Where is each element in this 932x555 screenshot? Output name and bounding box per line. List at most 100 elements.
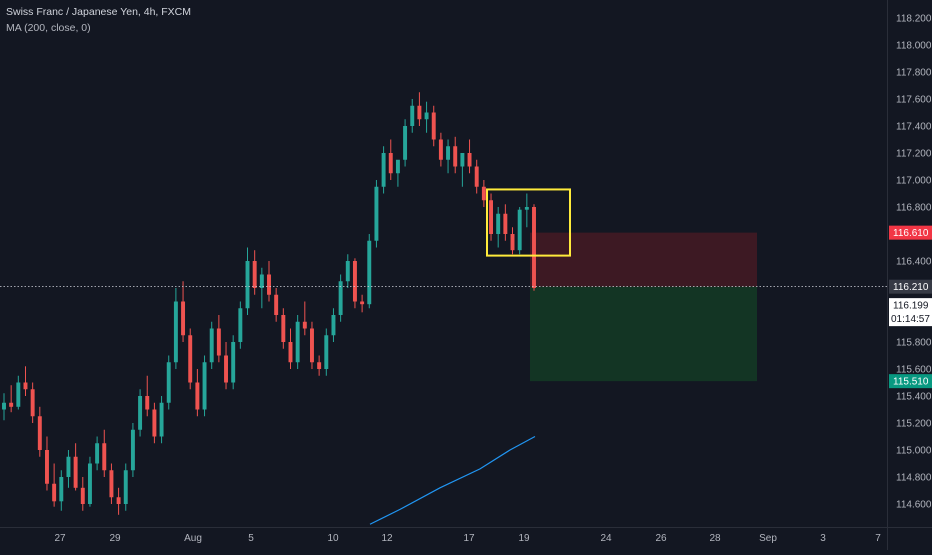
candle-body [345,261,350,282]
stop-level-label: 116.610 [893,228,929,239]
price-tick-label: 117.600 [896,95,932,106]
candle-body [30,389,35,417]
candle-body [37,416,42,450]
candle-body [467,153,472,167]
candle-body [453,146,458,167]
price-tick-label: 117.200 [896,149,932,160]
candle-body [216,328,221,356]
candle-body [195,382,200,410]
candle-body [524,207,529,210]
candle-body [166,362,171,403]
candle-body [317,362,322,369]
candle-body [410,105,415,126]
price-tick-label: 118.200 [896,14,932,25]
time-tick-label: 29 [109,533,121,544]
candle-body [374,186,379,241]
take-profit-zone [530,286,757,382]
candle-body [360,301,365,305]
stop-level-label-bg [889,225,932,240]
time-tick-label: 27 [54,533,66,544]
candle-body [532,207,536,288]
candle-body [138,396,143,430]
price-tick-label: 114.800 [896,473,932,484]
time-tick-label: 5 [248,533,254,544]
candle-body [231,342,236,383]
candle-body [109,470,114,498]
candle-body [188,335,193,383]
candle-body [202,362,207,410]
price-tick-label: 117.000 [896,176,932,187]
candle-body [503,213,508,234]
highlight-box [486,188,571,257]
candle-body [267,274,271,295]
candle-body [23,382,28,390]
time-tick-label: 28 [709,533,721,544]
current-price-label: 116.199 [893,301,929,312]
candle-body [224,355,228,383]
candle-body [474,166,479,187]
candle-body [403,126,408,160]
time-tick-label: 3 [820,533,826,544]
candle-body [45,450,49,484]
candle-body [424,112,429,120]
candle-body [331,315,336,336]
candle-body [123,470,128,504]
symbol-legend[interactable]: Swiss Franc / Japanese Yen, 4h, FXCM [6,6,192,18]
target-level-label: 115.510 [893,377,929,388]
candle-body [159,402,164,437]
candle-body [295,321,300,363]
candle-body [2,402,6,410]
candle-body [145,396,150,410]
ma-200-line [369,435,536,525]
candle-body [181,301,186,336]
price-tick-label: 116.400 [896,257,932,268]
candle-body [9,402,14,407]
candle-body [489,200,493,234]
price-tick-label: 114.600 [896,500,932,511]
candle-body [245,261,250,309]
time-tick-label: 10 [327,533,339,544]
candle-body [274,294,279,315]
candle-body [252,261,257,288]
candle-body [116,497,121,504]
candle-body [367,240,372,305]
time-axis[interactable]: 27 29 Aug 5 10 12 17 19 24 26 28 Sep 3 7 [54,533,881,544]
candle-body [338,281,343,315]
candle-body [59,477,64,502]
candle-body [510,234,515,251]
time-tick-label: 17 [463,533,475,544]
candle-body [460,153,465,167]
candle-body [431,112,436,140]
time-tick-label: 7 [875,533,881,544]
candle-body [517,209,522,251]
price-tick-label: 115.800 [896,338,932,349]
indicator-legend[interactable]: MA (200, close, 0) [6,22,91,34]
price-line-label-bg [889,279,932,294]
candle-body [152,409,157,437]
candle-body [352,261,357,302]
price-tick-label: 116.800 [896,203,932,214]
price-line-label: 116.210 [893,282,929,293]
candle-body [209,328,214,363]
time-tick-label: Aug [184,533,202,544]
candle-body [173,301,178,363]
candle-body [395,159,400,174]
candle-body [102,443,107,471]
stop-loss-zone [530,232,757,287]
candle-body [324,335,329,369]
candle-body [302,321,307,329]
candle-body [66,456,71,477]
candle-body [130,429,135,471]
candle-body [446,146,451,160]
time-tick-label: 12 [381,533,393,544]
candle-body [87,463,92,504]
candle-body [95,443,100,464]
candle-body [259,274,264,288]
candle-body [52,483,57,502]
price-tick-label: 115.400 [896,392,932,403]
price-tick-label: 118.000 [896,41,932,52]
time-tick-label: 24 [600,533,612,544]
